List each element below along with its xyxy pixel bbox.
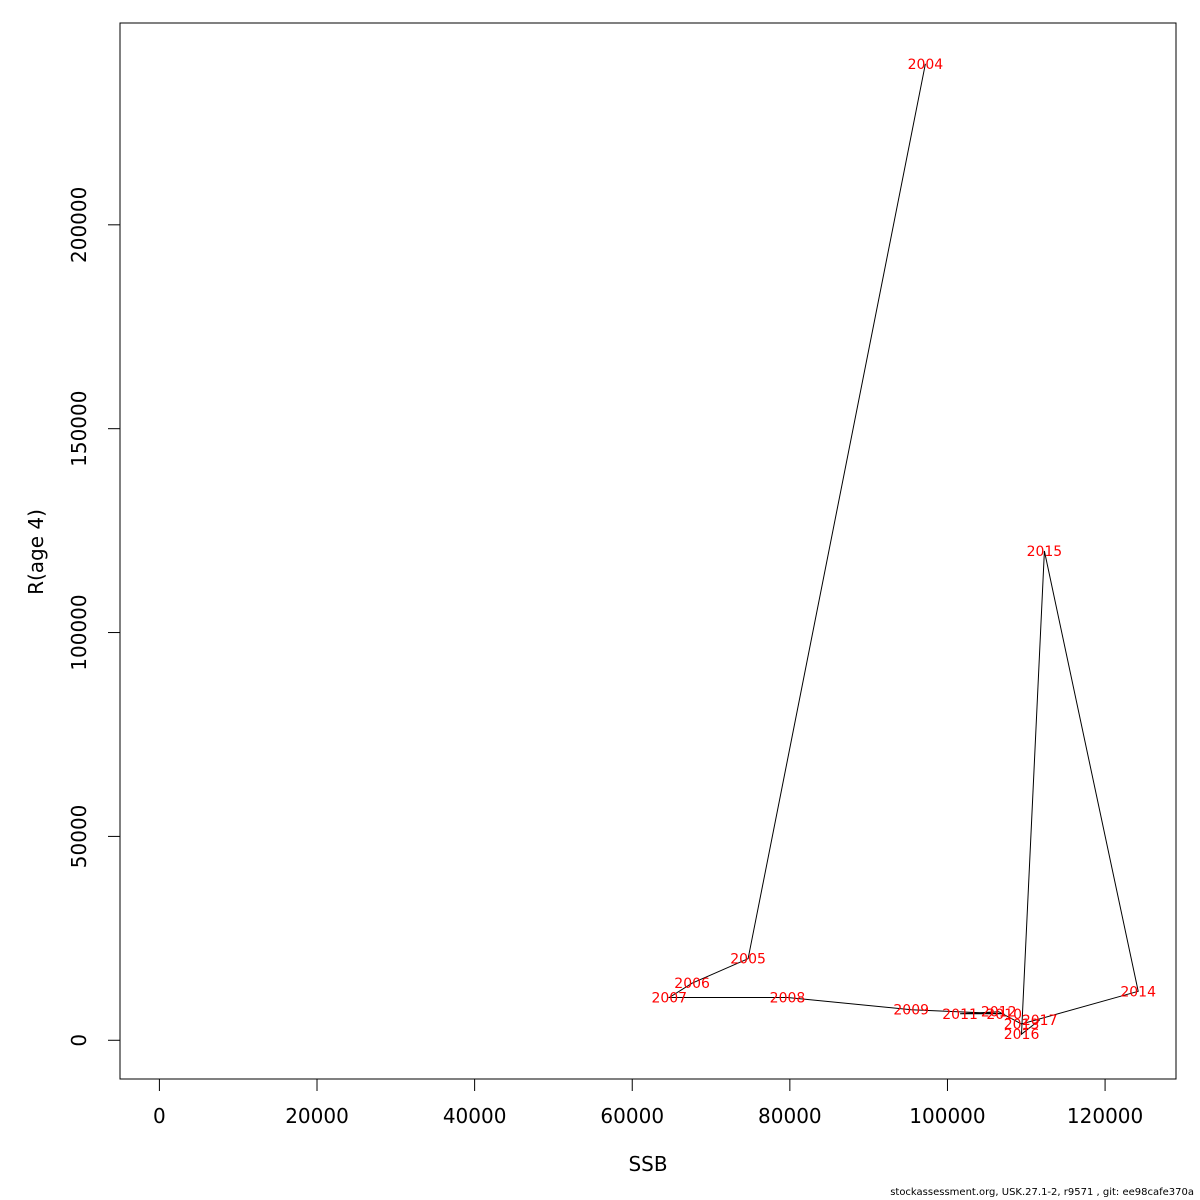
y-tick-label: 50000 xyxy=(67,805,91,869)
point-label-2014: 2014 xyxy=(1120,984,1156,1000)
point-label-2007: 2007 xyxy=(651,990,687,1006)
y-tick-label: 200000 xyxy=(67,187,91,263)
x-tick-label: 60000 xyxy=(600,1104,664,1128)
y-axis: 0 50000 100000 150000 200000 xyxy=(67,187,121,1047)
point-label-2004: 2004 xyxy=(908,57,944,73)
point-label-2010: 2010 xyxy=(986,1007,1022,1023)
y-tick-label: 100000 xyxy=(67,594,91,670)
x-tick-label: 40000 xyxy=(443,1104,507,1128)
x-tick-label: 20000 xyxy=(285,1104,349,1128)
series-line xyxy=(667,63,1139,1036)
point-label-2005: 2005 xyxy=(730,952,766,968)
y-tick-label: 0 xyxy=(67,1034,91,1047)
point-label-2012: 2012 xyxy=(981,1005,1017,1021)
point-label-2008: 2008 xyxy=(770,990,806,1006)
footer-credit: stockassessment.org, USK.27.1-2, r9571 ,… xyxy=(890,1187,1194,1198)
point-label-2009: 2009 xyxy=(893,1003,929,1019)
x-tick-label: 0 xyxy=(153,1104,166,1128)
point-label-2013: 2013 xyxy=(1004,1017,1040,1033)
point-label-2006: 2006 xyxy=(674,976,710,992)
plot-frame xyxy=(119,22,1177,1080)
point-label-2011: 2011 xyxy=(942,1007,978,1023)
x-axis: 0 20000 40000 60000 80000 100000 120000 xyxy=(153,1078,1143,1128)
point-label-2016: 2016 xyxy=(1004,1027,1040,1043)
point-label-2015: 2015 xyxy=(1027,544,1063,560)
y-axis-title: R(age 4) xyxy=(24,509,48,595)
x-tick-label: 100000 xyxy=(909,1104,985,1128)
x-axis-title: SSB xyxy=(628,1152,667,1176)
point-label-2017: 2017 xyxy=(1022,1013,1058,1029)
x-tick-label: 120000 xyxy=(1067,1104,1143,1128)
y-tick-label: 150000 xyxy=(67,391,91,467)
x-tick-label: 80000 xyxy=(758,1104,822,1128)
